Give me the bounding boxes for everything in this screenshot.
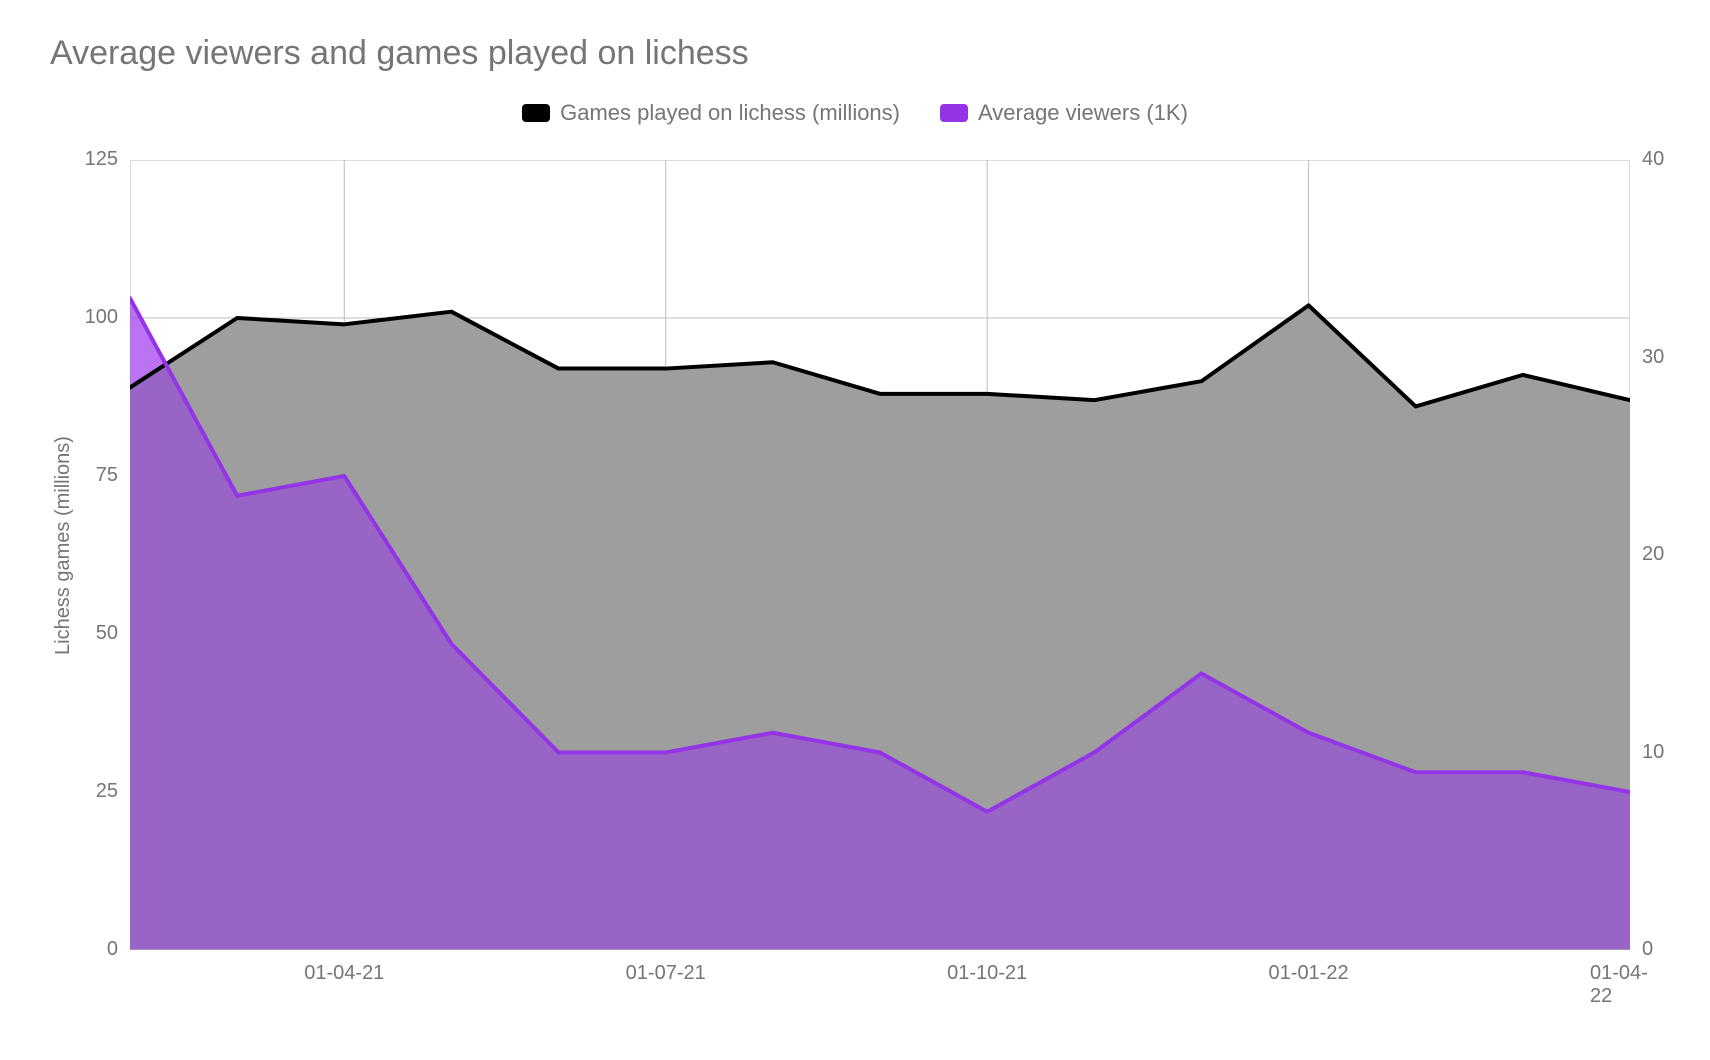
plot-area bbox=[130, 160, 1630, 950]
tick-label: 50 bbox=[96, 622, 118, 645]
tick-label: 01-07-21 bbox=[626, 962, 706, 985]
legend: Games played on lichess (millions) Avera… bbox=[0, 100, 1710, 126]
tick-label: 01-10-21 bbox=[947, 962, 1027, 985]
tick-label: 25 bbox=[96, 780, 118, 803]
tick-label: 30 bbox=[1642, 346, 1664, 369]
tick-label: 01-01-22 bbox=[1269, 962, 1349, 985]
tick-label: 10 bbox=[1642, 741, 1664, 764]
chart-container: Average viewers and games played on lich… bbox=[0, 0, 1710, 1060]
y-left-axis-label: Lichess games (millions) bbox=[52, 436, 75, 655]
chart-title: Average viewers and games played on lich… bbox=[50, 34, 749, 73]
legend-label-viewers: Average viewers (1K) bbox=[978, 100, 1188, 126]
tick-label: 0 bbox=[1642, 938, 1653, 961]
legend-swatch-viewers bbox=[940, 104, 968, 122]
tick-label: 01-04-22 bbox=[1590, 962, 1670, 1008]
tick-label: 40 bbox=[1642, 148, 1664, 171]
legend-item-viewers: Average viewers (1K) bbox=[940, 100, 1188, 126]
tick-label: 75 bbox=[96, 464, 118, 487]
tick-label: 20 bbox=[1642, 543, 1664, 566]
legend-item-games: Games played on lichess (millions) bbox=[522, 100, 900, 126]
tick-label: 01-04-21 bbox=[304, 962, 384, 985]
tick-label: 0 bbox=[107, 938, 118, 961]
tick-label: 125 bbox=[85, 148, 118, 171]
legend-label-games: Games played on lichess (millions) bbox=[560, 100, 900, 126]
tick-label: 100 bbox=[85, 306, 118, 329]
legend-swatch-games bbox=[522, 104, 550, 122]
